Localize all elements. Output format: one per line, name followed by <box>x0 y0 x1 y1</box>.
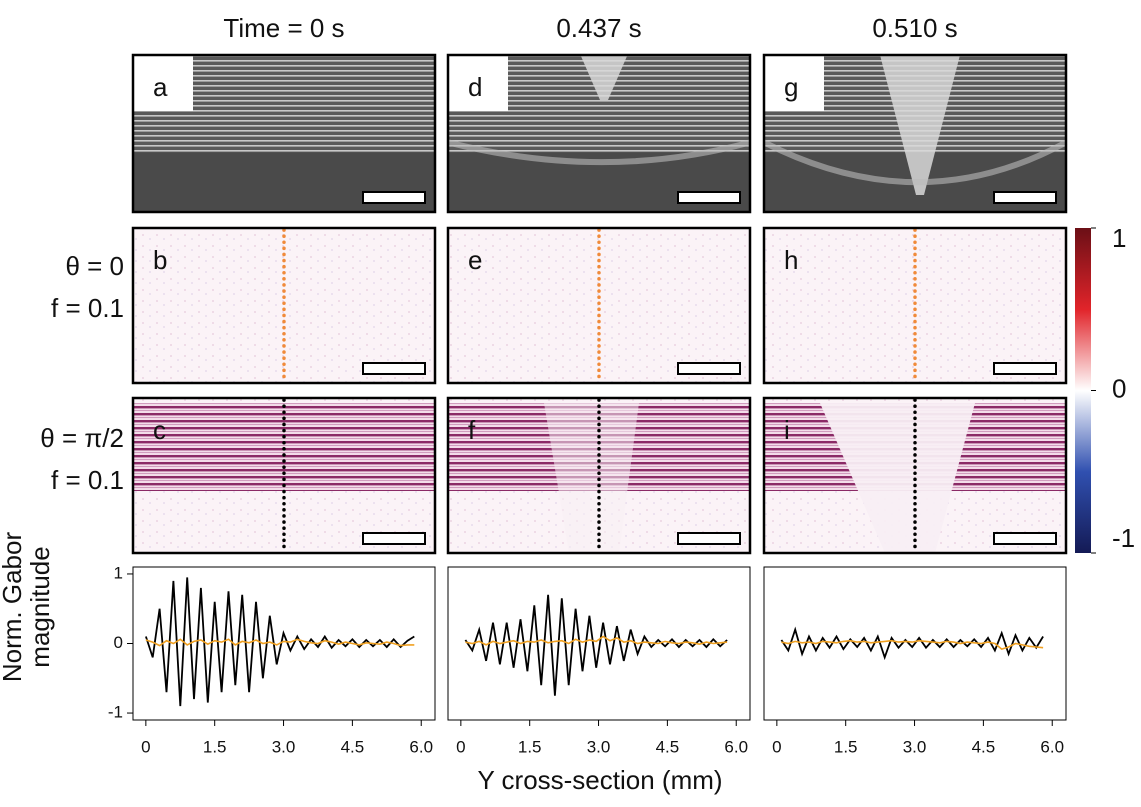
colorbar-tick-label: 1 <box>1112 223 1126 253</box>
x-tick-label: 4.5 <box>972 737 996 756</box>
scale-bar <box>993 362 1057 375</box>
image-frame <box>446 396 752 555</box>
x-tick-label: 3.0 <box>903 737 927 756</box>
x-tick-label: 1.5 <box>203 737 227 756</box>
colorbar-tick-label: 0 <box>1112 373 1126 403</box>
column-title: 0.437 s <box>556 13 641 43</box>
column-title: Time = 0 s <box>223 13 344 43</box>
scale-bar <box>362 362 426 375</box>
row-label: f = 0.1 <box>51 293 124 323</box>
y-label: magnitude <box>25 546 55 667</box>
x-label: Y cross-section (mm) <box>477 765 722 795</box>
image-frame <box>762 53 1068 214</box>
column-title: 0.510 s <box>872 13 957 43</box>
x-tick-label: 6.0 <box>409 737 433 756</box>
image-feature <box>820 403 975 553</box>
y-tick-label: 0 <box>114 633 123 652</box>
panel-label: c <box>153 415 166 445</box>
panel-label: a <box>153 72 168 102</box>
image-feature <box>580 55 628 100</box>
image-frame <box>762 226 1068 385</box>
series-line <box>145 638 415 647</box>
image-frame <box>762 396 1068 555</box>
image-feature <box>544 403 639 553</box>
label-box <box>764 55 824 111</box>
image-frame <box>131 53 437 214</box>
x-tick-label: 1.5 <box>518 737 542 756</box>
x-tick-label: 0 <box>772 737 781 756</box>
scale-bar <box>993 532 1057 545</box>
image-frame <box>446 53 752 214</box>
scale-bar <box>677 532 741 545</box>
panel-label: h <box>784 245 798 275</box>
panel-label: e <box>468 245 482 275</box>
x-tick-label: 1.5 <box>834 737 858 756</box>
scale-bar <box>362 532 426 545</box>
panel-label: f <box>468 415 476 445</box>
series-line <box>780 626 1044 661</box>
x-tick-label: 0 <box>456 737 465 756</box>
series-line <box>145 577 415 707</box>
panel-label: i <box>784 415 790 445</box>
image-feature <box>762 139 1068 186</box>
y-label: Norm. Gabor <box>0 532 27 683</box>
scale-bar <box>993 191 1057 204</box>
panel-label: d <box>468 72 482 102</box>
x-tick-label: 3.0 <box>272 737 296 756</box>
x-tick-label: 3.0 <box>587 737 611 756</box>
colorbar-tick-label: -1 <box>1112 523 1135 553</box>
scale-bar <box>677 362 741 375</box>
row-label: θ = π/2 <box>40 423 124 453</box>
image-frame <box>446 226 752 385</box>
image-frame <box>131 226 437 385</box>
series-line <box>464 594 728 696</box>
x-tick-label: 4.5 <box>656 737 680 756</box>
image-frame <box>131 396 437 555</box>
scale-bar <box>677 191 741 204</box>
x-tick-label: 6.0 <box>1040 737 1064 756</box>
series-line <box>781 639 1044 650</box>
y-tick-label: 1 <box>114 563 123 582</box>
panel-label: g <box>784 72 798 102</box>
label-box <box>448 55 508 111</box>
y-tick-label: -1 <box>108 703 123 722</box>
panel-label: b <box>153 245 167 275</box>
image-feature <box>880 55 960 195</box>
row-label: f = 0.1 <box>51 465 124 495</box>
series-line <box>465 635 728 646</box>
colorbar <box>1075 228 1091 553</box>
x-tick-label: 6.0 <box>724 737 748 756</box>
image-feature <box>447 139 751 166</box>
x-tick-label: 4.5 <box>341 737 365 756</box>
x-tick-label: 0 <box>141 737 150 756</box>
label-box <box>133 55 193 111</box>
row-label: θ = 0 <box>65 251 124 281</box>
scale-bar <box>362 191 426 204</box>
